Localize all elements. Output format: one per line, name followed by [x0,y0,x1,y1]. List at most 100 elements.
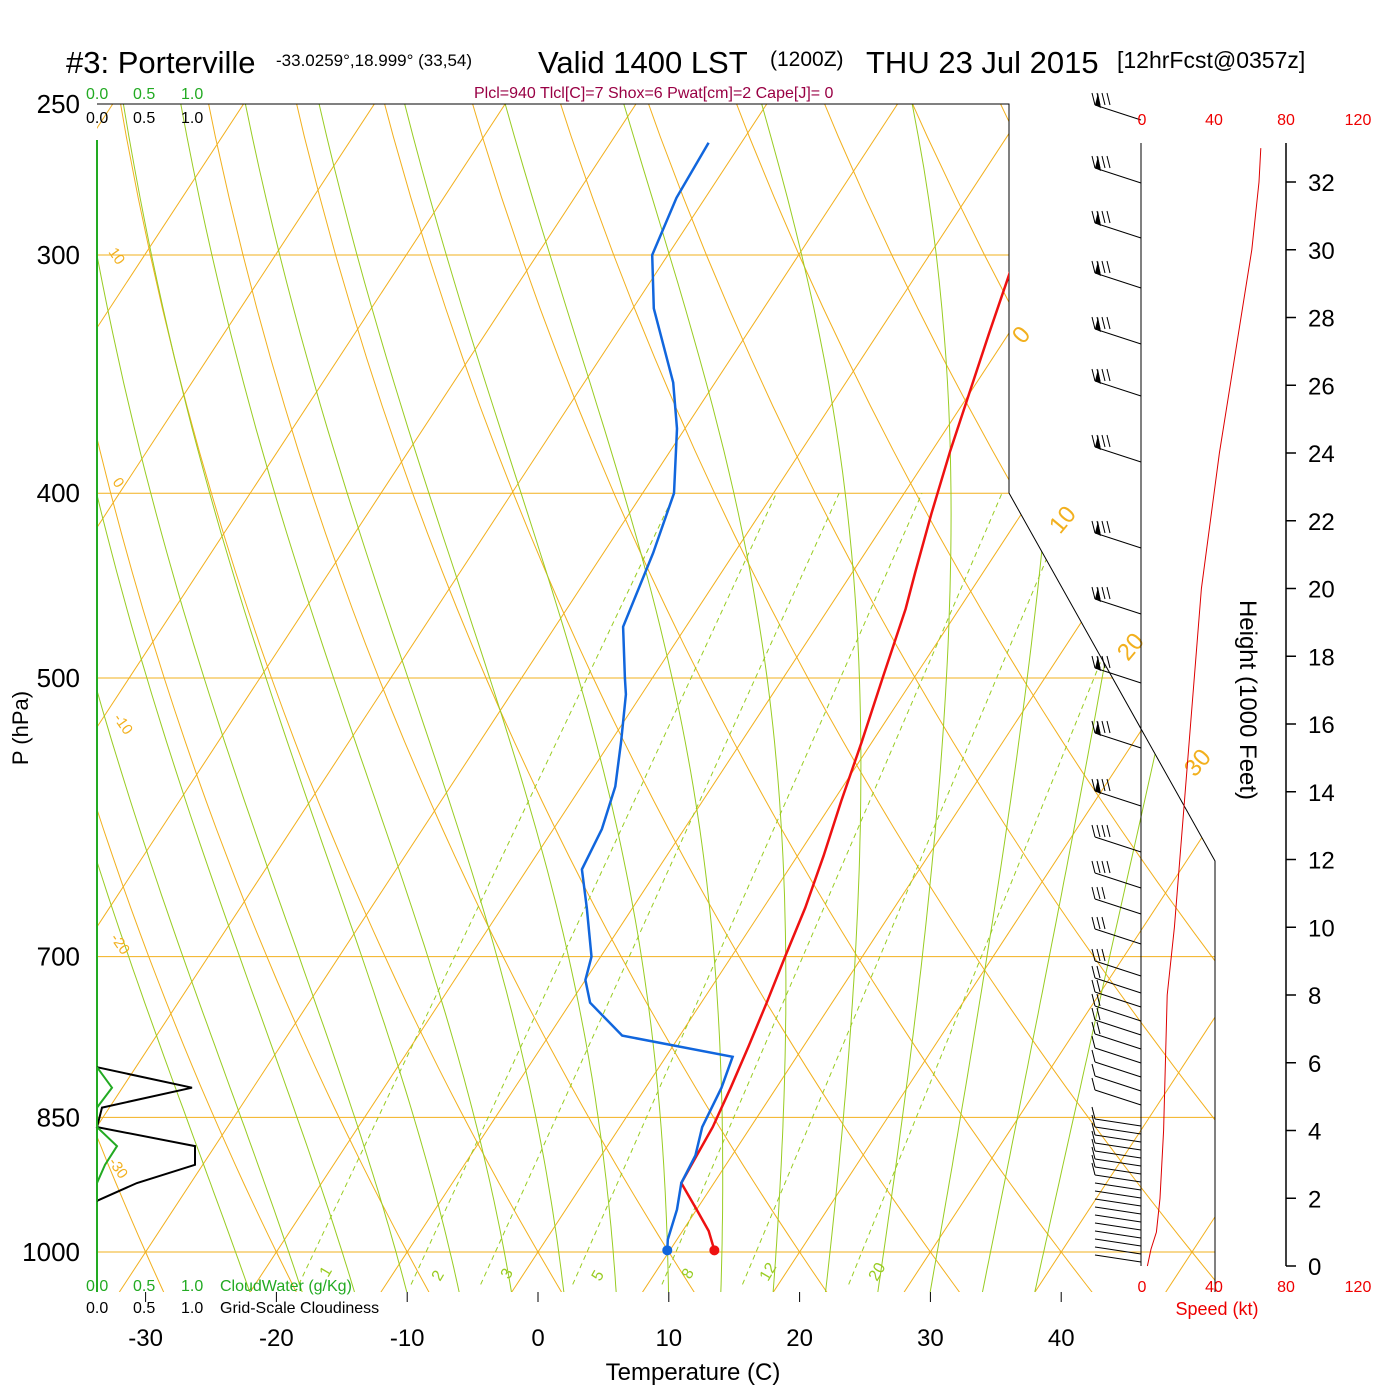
wind-barb-feather-37-2 [1101,434,1106,448]
temp-label-40: 40 [1048,1325,1075,1352]
cloudwater-tick-1-bottom: 0.5 [133,1278,155,1295]
dry-adiabat-10 [201,104,720,1292]
pressure-label-850: 850 [37,1102,80,1132]
mixing-ratio-3 [480,493,840,1285]
wind-barb-staff-31 [1094,836,1142,853]
wind-barb-pennant-41 [1095,211,1101,226]
isotherm--30 [97,104,921,1292]
wind-barb-staff-14 [1094,1142,1142,1151]
isotherm-label-6: 10 [1044,501,1082,539]
mixing-ratio-label-12: 12 [757,1260,781,1284]
wind-barb-pennant-39 [1095,317,1101,332]
wind-barb-pennant-33 [1095,721,1101,736]
wind-barb-feather-36-3 [1106,520,1111,534]
sounding-traces [580,142,1072,1256]
wind-barb-feather-33-0 [1091,720,1096,734]
isotherm--100 [0,70,4,1331]
height-label-22: 22 [1308,509,1335,536]
wind-barb-staff-1 [1094,1246,1142,1255]
dry-adiabat-0 [114,104,586,1292]
height-label-6: 6 [1308,1051,1321,1078]
wind-barb-staff-35 [1094,598,1142,615]
wind-barb-feather-25-0 [1091,979,1096,993]
wind-barb-staff-22 [1094,1033,1142,1050]
wind-barb-feather-21-0 [1091,1035,1096,1049]
wind-barb-staff-32 [1094,790,1142,807]
speed-tick-120-bottom: 120 [1345,1279,1372,1296]
wind-barb-feather-42-3 [1106,155,1111,169]
wind-barb-staff-41 [1094,222,1142,239]
pressure-label-300: 300 [37,240,80,270]
wind-barb-feather-12-0 [1091,1146,1096,1160]
chart-title-forecast: [12hrFcst@0357z] [1117,47,1305,73]
mixing-ratio-8 [661,493,1003,1285]
cloudwater-tick-2-bottom: 1.0 [181,1278,203,1295]
wind-barb-feather-10-0 [1091,1162,1096,1176]
cloudwater-tick-0: 0.0 [86,86,108,103]
wind-barb-feather-32-3 [1106,778,1111,792]
pressure-label-1000: 1000 [22,1237,80,1267]
wind-barb-feather-24-1 [1096,993,1101,1007]
moist-adiabat-12 [395,104,669,1292]
wind-barb-feather-34-3 [1106,655,1111,669]
speed-scale-bottom: 0 40 80 120 [1138,1279,1372,1296]
isotherm-50 [1139,104,1215,1292]
cloudwater-tick-0-bottom: 0.0 [86,1278,108,1295]
cloudiness-profile [95,1066,196,1202]
mixing-ratio-20 [848,493,1170,1285]
wind-barb-feather-39-3 [1106,316,1111,330]
moist-adiabat-20 [613,104,787,1292]
wind-barb-staff-8 [1094,1190,1142,1199]
isotherm--70 [97,104,397,1292]
isotherm-40 [1009,104,1215,1292]
height-label-18: 18 [1308,644,1335,671]
wind-barb-feather-40-2 [1101,260,1106,274]
wind-barb-feather-43-2 [1101,92,1106,106]
isotherm-10 [616,104,1215,1292]
dry-adiabat-120 [1157,104,1215,1292]
speed-tick-40-bottom: 40 [1205,1279,1223,1296]
wind-barb-feather-30-2 [1101,860,1106,874]
wind-barb-feather-31-2 [1101,824,1106,838]
wind-barb-feather-19-0 [1091,1063,1096,1077]
wind-barb-feather-41-0 [1091,210,1096,224]
cloudiness-tick-1: 0.5 [133,110,155,127]
wind-barb-feather-23-1 [1096,1007,1101,1021]
temp-label--20: -20 [259,1325,294,1352]
wind-barb-staff-15 [1094,1134,1142,1143]
chart-title-coords: -33.0259°,18.999° (33,54) [276,51,472,70]
height-label-8: 8 [1308,983,1321,1010]
height-label-24: 24 [1308,441,1335,468]
wind-barb-feather-25-1 [1096,979,1101,993]
wind-barb-feather-34-0 [1091,655,1096,669]
dry-adiabat--10 [97,104,452,1292]
dry-adiabat--20 [97,104,317,1292]
mixing-ratio-2 [410,493,777,1285]
wind-barb-feather-27-0 [1091,948,1096,962]
wind-barb-staff-34 [1094,667,1142,684]
moist-adiabat--8 [97,104,408,1292]
wind-barb-pennant-42 [1095,156,1101,171]
isobar-grid [97,103,1215,1253]
mixing-ratio-label-2: 2 [429,1268,448,1284]
speed-tick-0-top: 0 [1138,112,1147,129]
wind-barb-staff-20 [1094,1061,1142,1078]
dry-adiabat-20 [288,104,855,1292]
wind-barb-staff-36 [1094,532,1142,549]
wind-barb-feather-31-0 [1091,824,1096,838]
moist-adiabat-36 [981,104,1189,1292]
wind-barb-feather-28-0 [1091,916,1096,930]
wind-barb-feather-18-0 [1091,1077,1096,1091]
wind-barb-pennant-34 [1095,656,1101,671]
dry-adiabat-70 [723,104,1215,1292]
wind-barb-feather-26-1 [1096,965,1101,979]
wind-barb-pennant-37 [1095,435,1101,450]
y-axis-label: P (hPa) [8,691,33,765]
height-label-32: 32 [1308,170,1335,197]
isotherm-label-0: 10 [105,245,128,268]
wind-barb-staff-43 [1094,104,1142,121]
isotherm--10 [355,104,1182,1292]
cloudwater-tick-1: 0.5 [133,86,155,103]
